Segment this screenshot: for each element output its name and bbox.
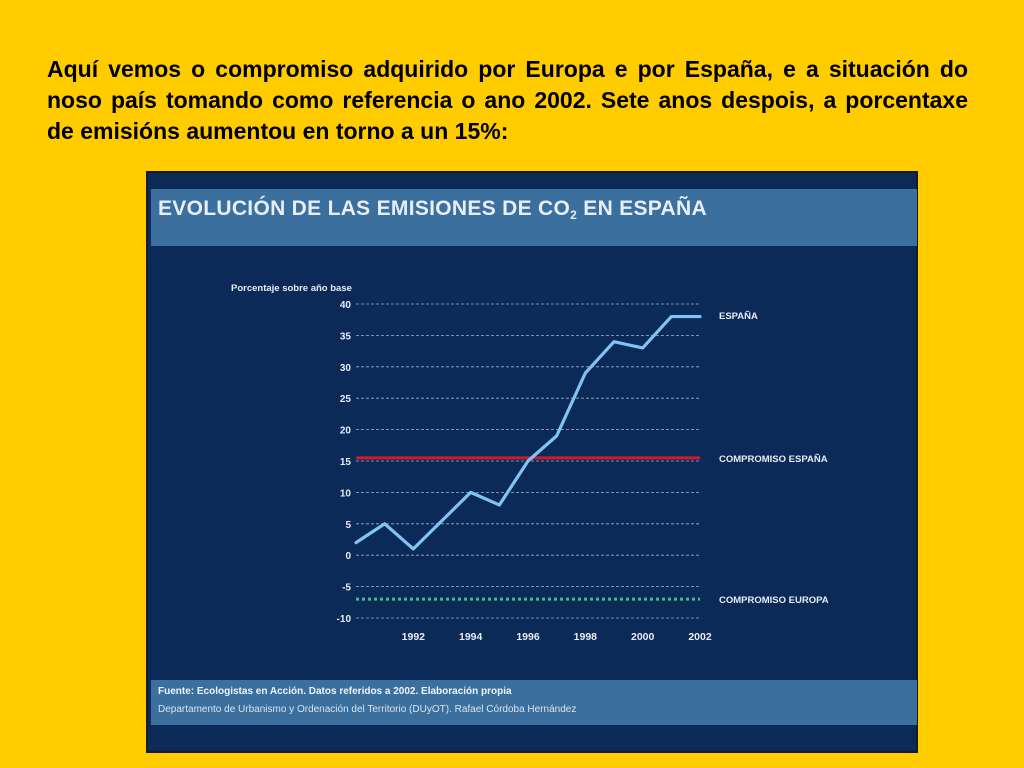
y-tick-label: 35	[340, 331, 352, 342]
x-tick-label: 1996	[516, 631, 540, 643]
chart-title-main: EVOLUCIÓN DE LAS EMISIONES DE CO	[158, 197, 571, 220]
footer-department: Departamento de Urbanismo y Ordenación d…	[158, 704, 577, 715]
x-tick-label: 2002	[688, 631, 712, 643]
chart-title-bar	[151, 189, 917, 246]
chart-footer: Fuente: Ecologistas en Acción. Datos ref…	[151, 680, 917, 725]
chart-title: EVOLUCIÓN DE LAS EMISIONES DE CO2 EN ESP…	[158, 197, 707, 222]
reference-line-label: COMPROMISO ESPAÑA	[719, 454, 828, 465]
y-tick-label: 0	[345, 551, 351, 562]
y-axis-label: Porcentaje sobre año base	[231, 283, 352, 294]
reference-line-label: COMPROMISO EUROPA	[719, 595, 829, 606]
x-tick-label: 2000	[631, 631, 655, 643]
y-tick-label: 25	[340, 394, 352, 405]
x-tick-label: 1994	[459, 631, 483, 643]
y-tick-label: 40	[340, 300, 352, 311]
footer-source: Fuente: Ecologistas en Acción. Datos ref…	[158, 686, 512, 697]
y-tick-label: 30	[340, 363, 352, 374]
chart-panel: EVOLUCIÓN DE LAS EMISIONES DE CO2 EN ESP…	[146, 171, 918, 753]
slide-text: Aquí vemos o compromiso adquirido por Eu…	[47, 56, 968, 144]
chart-title-end: EN ESPAÑA	[577, 197, 707, 220]
y-tick-label: 10	[340, 488, 352, 499]
chart-title-subscript: 2	[570, 208, 578, 222]
y-tick-label: -10	[337, 614, 352, 625]
emissions-chart: Porcentaje sobre año base 40 35 30 25 20 15 10 5…	[231, 283, 829, 643]
x-tick-label: 1998	[574, 631, 598, 643]
series-label: ESPAÑA	[719, 311, 758, 322]
series-line	[354, 314, 702, 551]
y-tick-label: 5	[345, 520, 351, 531]
y-tick-label: 20	[340, 426, 352, 437]
y-tick-label: 15	[340, 457, 352, 468]
y-tick-label: -5	[342, 583, 351, 594]
x-tick-label: 1992	[402, 631, 426, 643]
